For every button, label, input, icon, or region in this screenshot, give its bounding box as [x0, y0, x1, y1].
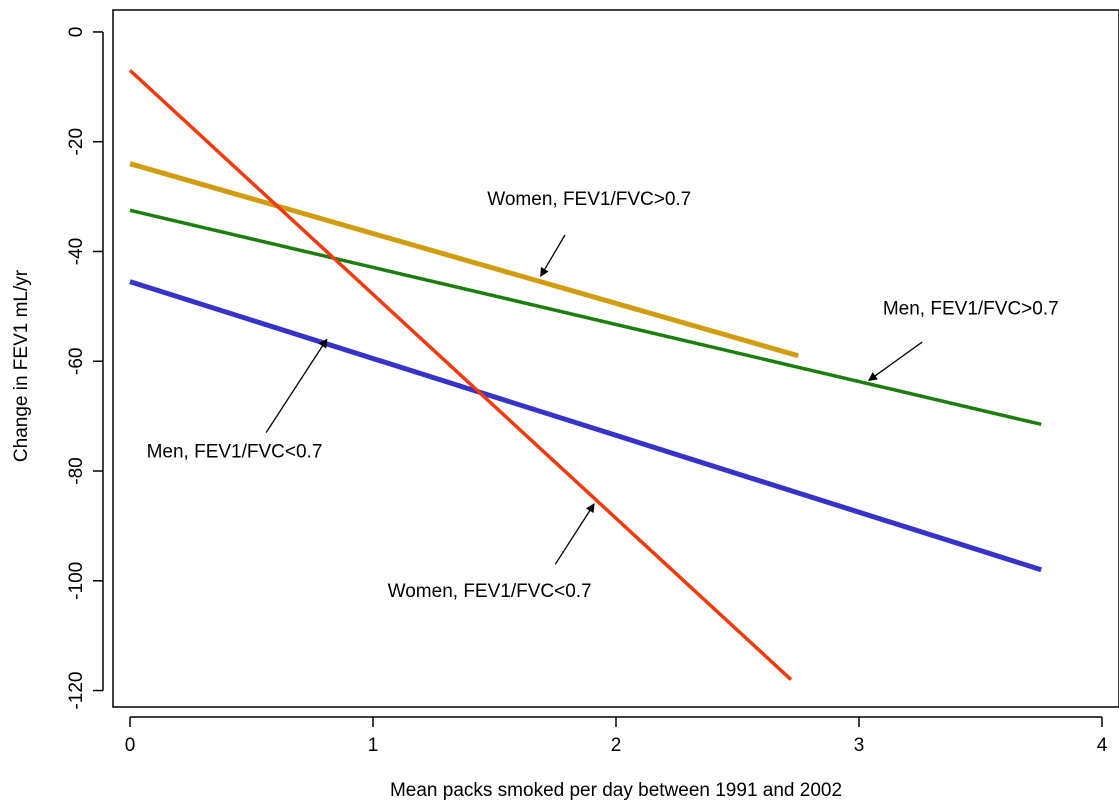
x-tick-label: 2 — [611, 735, 622, 756]
y-axis: 0 -20 -40 -60 -80 -100 -120 — [66, 27, 104, 710]
y-tick-label: -60 — [66, 348, 87, 375]
annotation-arrow — [867, 341, 923, 381]
y-tick-label: 0 — [66, 27, 87, 38]
annotation-arrow — [540, 234, 566, 277]
annotation-label: Women, FEV1/FVC>0.7 — [487, 189, 691, 210]
series-line — [129, 208, 1042, 427]
y-tick-label: -40 — [66, 238, 87, 265]
annotation-layer: Women, FEV1/FVC>0.7 Men, FEV1/FVC>0.7 Men,… — [147, 189, 1059, 602]
annotation-label: Men, FEV1/FVC<0.7 — [147, 441, 323, 462]
y-axis-label: Change in FEV1 mL/yr — [11, 269, 32, 462]
x-axis: 0 1 2 3 4 — [125, 716, 1108, 756]
x-tick-label: 3 — [854, 735, 865, 756]
series-line — [128, 69, 793, 681]
y-tick-label: -120 — [66, 672, 87, 710]
annotation-label: Men, FEV1/FVC>0.7 — [883, 299, 1059, 320]
y-tick-label: -20 — [66, 128, 87, 155]
series-line — [129, 161, 799, 359]
x-axis-label: Mean packs smoked per day between 1991 a… — [390, 780, 842, 801]
series-line — [129, 279, 1042, 573]
annotation-arrow — [554, 503, 595, 565]
annotation-label: Women, FEV1/FVC<0.7 — [388, 581, 592, 602]
x-tick-label: 0 — [125, 735, 136, 756]
plot-frame — [112, 9, 1119, 708]
y-tick-label: -100 — [66, 562, 87, 600]
annotation-arrow — [265, 338, 328, 433]
x-tick-label: 1 — [368, 735, 379, 756]
y-tick-label: -80 — [66, 457, 87, 484]
x-tick-label: 4 — [1097, 735, 1108, 756]
series-layer — [128, 69, 1042, 681]
